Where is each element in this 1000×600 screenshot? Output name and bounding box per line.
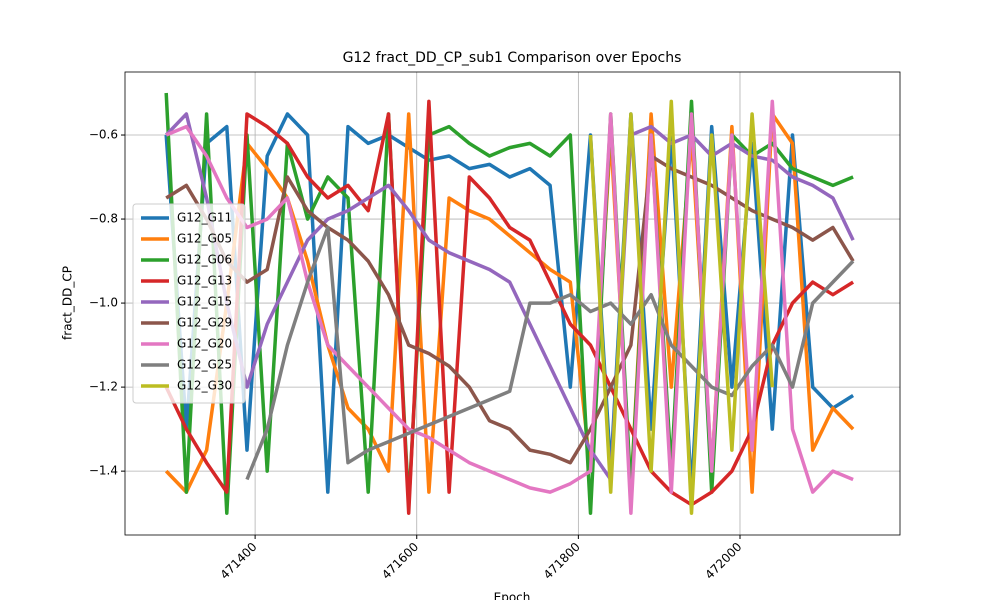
chart-title: G12 fract_DD_CP_sub1 Comparison over Epo… [343, 50, 682, 66]
x-axis-label: Epoch [494, 591, 531, 600]
series-line [588, 99, 775, 515]
x-tick-label: 471600 [379, 540, 421, 582]
legend-label: G12_G29 [177, 316, 232, 330]
x-tick-label: 471800 [541, 540, 583, 582]
series-line [164, 112, 855, 482]
series-line [245, 225, 855, 481]
legend-label: G12_G30 [177, 379, 232, 393]
legend-label: G12_G11 [177, 211, 232, 225]
legend-label: G12_G13 [177, 274, 232, 288]
y-axis-label: fract_DD_CP [61, 266, 75, 340]
y-tick-label: −0.8 [89, 212, 118, 226]
series-line [164, 112, 855, 494]
y-tick-label: −1.0 [89, 296, 118, 310]
x-tick-label: 471400 [217, 540, 259, 582]
y-tick-label: −1.4 [89, 464, 118, 478]
legend-box [132, 203, 246, 404]
y-tick-label: −0.6 [89, 128, 118, 142]
x-tick-label: 472000 [702, 540, 744, 582]
legend-label: G12_G06 [177, 253, 232, 267]
plot-frame [124, 71, 901, 536]
series-line [165, 154, 855, 465]
series-line [164, 99, 855, 515]
legend-label: G12_G25 [177, 358, 232, 372]
legend-label: G12_G05 [177, 232, 232, 246]
legend-label: G12_G20 [177, 337, 232, 351]
series-line [164, 92, 854, 515]
y-tick-label: −1.2 [89, 380, 118, 394]
legend-label: G12_G15 [177, 295, 232, 309]
series-line [165, 99, 854, 515]
